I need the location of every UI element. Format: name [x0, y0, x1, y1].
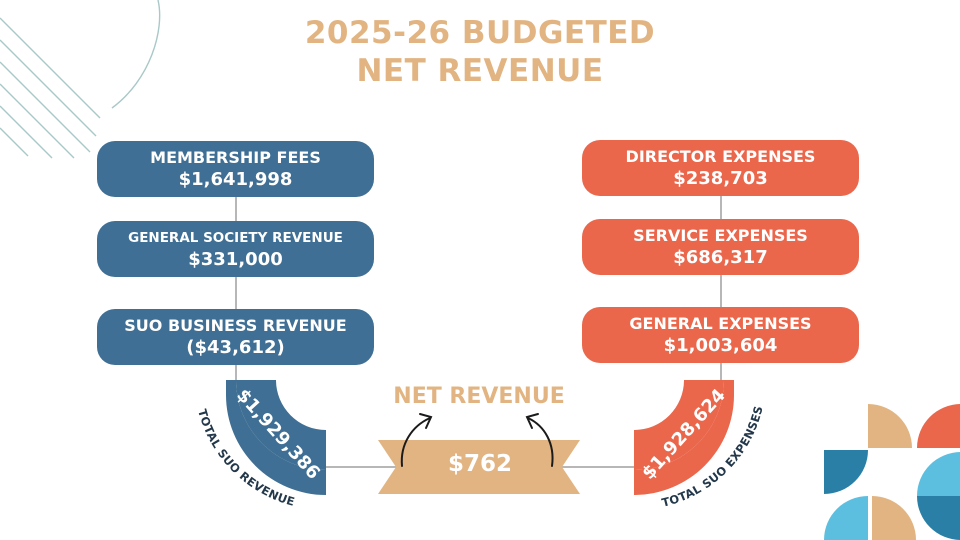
corner-lines-decoration [0, 0, 161, 159]
corner-quarter-circles-decoration [824, 404, 960, 540]
net-revenue-banner [378, 440, 580, 494]
total-revenue-ring [226, 380, 326, 495]
expense-value: $238,703 [673, 167, 768, 189]
revenue-label: GENERAL SOCIETY REVENUE [128, 229, 343, 246]
arrow-left-icon [400, 413, 433, 467]
revenue-box-membership-fees: MEMBERSHIP FEES $1,641,998 [97, 141, 374, 197]
title-line-2: NET REVENUE [356, 53, 604, 89]
expense-box-general: GENERAL EXPENSES $1,003,604 [582, 307, 859, 363]
revenue-box-suo-business: SUO BUSINESS REVENUE ($43,612) [97, 309, 374, 365]
revenue-label: MEMBERSHIP FEES [150, 147, 321, 167]
expense-box-service: SERVICE EXPENSES $686,317 [582, 219, 859, 275]
total-expenses-ring [634, 380, 734, 495]
title-line-1: 2025-26 BUDGETED [304, 15, 656, 51]
arrow-right-icon [525, 413, 554, 467]
total-expenses-ring-fill [634, 380, 724, 470]
revenue-value: $1,641,998 [178, 168, 293, 190]
expense-label: GENERAL EXPENSES [629, 313, 812, 333]
expense-label: DIRECTOR EXPENSES [625, 146, 816, 166]
revenue-box-general-society: GENERAL SOCIETY REVENUE $331,000 [97, 221, 374, 277]
expense-box-director: DIRECTOR EXPENSES $238,703 [582, 140, 859, 196]
expense-label: SERVICE EXPENSES [633, 225, 808, 245]
expense-value: $686,317 [673, 246, 768, 268]
expense-value: $1,003,604 [663, 334, 778, 356]
net-revenue-label: NET REVENUE [393, 384, 565, 409]
net-revenue-value: $762 [447, 451, 512, 477]
total-revenue-ring-fill [236, 380, 326, 470]
revenue-value: ($43,612) [186, 336, 285, 358]
revenue-label: SUO BUSINESS REVENUE [124, 315, 347, 335]
page-title: 2025-26 BUDGETED NET REVENUE [0, 14, 960, 90]
revenue-value: $331,000 [188, 248, 283, 270]
